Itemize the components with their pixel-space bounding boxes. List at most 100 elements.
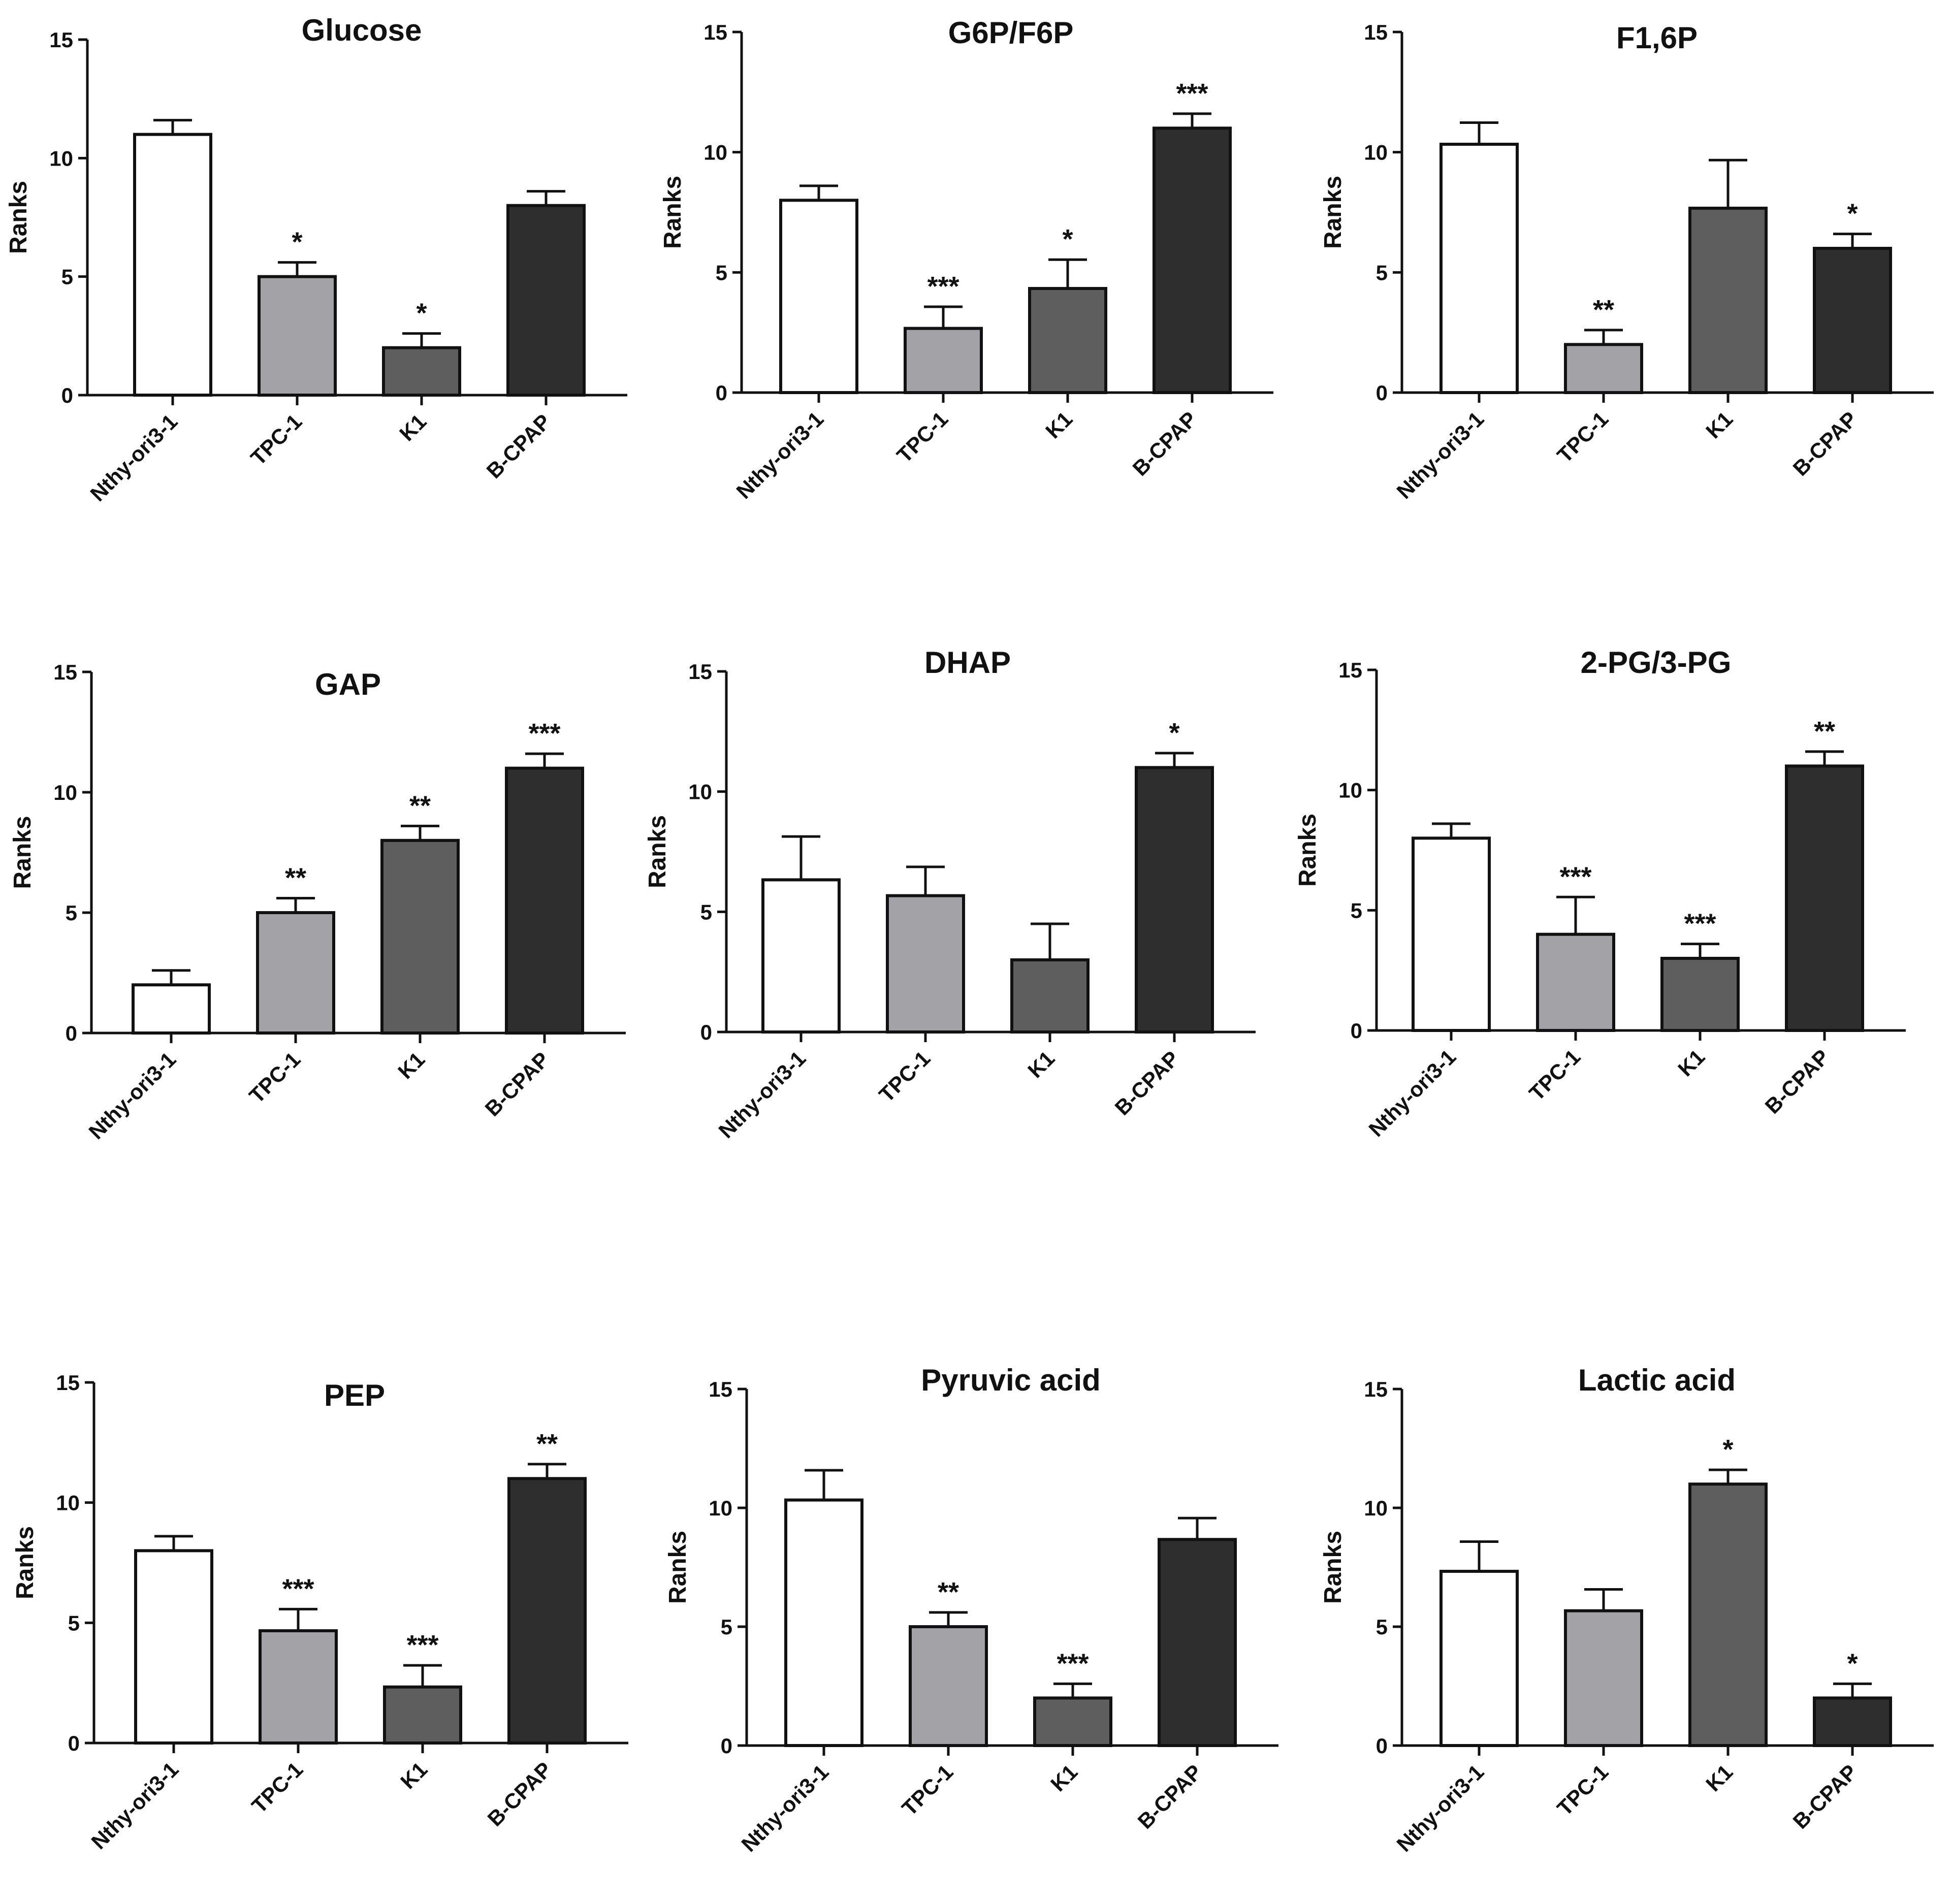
x-category-label: Nthy-ori3-1 <box>737 1760 833 1856</box>
bar-k1 <box>1033 1696 1112 1747</box>
bar-k1 <box>383 1685 462 1745</box>
y-tick-label: 0 <box>716 381 727 405</box>
chart-panel-3: F1,6P Ranks 0 5 10 15 Nthy-ori3-1 ** TPC-1 K1 * B-C… <box>1320 20 1934 503</box>
x-category-label: TPC-1 <box>246 409 306 470</box>
significance-marker: ** <box>536 1429 558 1459</box>
chart-panel-4: GAP Ranks 0 5 10 15 Nthy-ori3-1 ** TPC-1 ** K1 *** B… <box>9 660 626 1144</box>
bar-b-cpap <box>507 1477 587 1745</box>
y-tick-label: 10 <box>49 146 73 170</box>
x-category-label: Nthy-ori3-1 <box>1392 407 1488 503</box>
y-tick-label: 0 <box>1376 1734 1388 1758</box>
y-axis-label: Ranks <box>12 1526 39 1599</box>
x-category-label: B-CPAP <box>1788 1760 1862 1833</box>
chart-panel-9: Lactic acid Ranks 0 5 10 15 Nthy-ori3-1 TPC-1 * K… <box>1320 1363 1934 1856</box>
bar-tpc-1 <box>904 327 983 394</box>
x-category-label: Nthy-ori3-1 <box>731 407 828 503</box>
bar-nthy-ori3-1 <box>133 133 212 397</box>
significance-marker: * <box>1847 199 1858 229</box>
bar-k1 <box>382 346 461 397</box>
bar-nthy-ori3-1 <box>134 1549 213 1745</box>
bar-tpc-1 <box>259 1629 338 1745</box>
bar-tpc-1 <box>909 1625 988 1747</box>
y-tick-label: 5 <box>66 901 77 925</box>
chart-panel-5: DHAP Ranks 0 5 10 15 Nthy-ori3-1 TPC-1 K1 * B-CPAP <box>644 646 1256 1143</box>
significance-marker: * <box>1847 1648 1858 1679</box>
bar-b-cpap <box>1813 247 1892 394</box>
y-tick-label: 0 <box>66 1021 77 1045</box>
chart-title: DHAP <box>924 646 1011 680</box>
x-category-label: K1 <box>396 1757 432 1793</box>
y-tick-label: 15 <box>1364 20 1388 44</box>
y-tick-label: 10 <box>703 141 727 165</box>
bar-tpc-1 <box>258 275 337 397</box>
y-tick-label: 5 <box>716 261 727 284</box>
bar-tpc-1 <box>1536 932 1615 1032</box>
y-axis-label: Ranks <box>659 176 686 249</box>
chart-title: Glucose <box>302 13 422 47</box>
chart-title: GAP <box>315 667 381 701</box>
x-category-label: B-CPAP <box>1110 1046 1183 1120</box>
bar-b-cpap <box>1813 1696 1892 1747</box>
significance-marker: ** <box>409 790 431 821</box>
x-category-label: Nthy-ori3-1 <box>84 1047 180 1144</box>
chart-panel-6: 2-PG/3-PG Ranks 0 5 10 15 Nthy-ori3-1 *** TPC-1 *… <box>1294 646 1906 1141</box>
x-category-label: K1 <box>1701 1760 1737 1796</box>
x-category-label: Nthy-ori3-1 <box>1364 1045 1460 1141</box>
bar-k1 <box>380 838 460 1035</box>
y-tick-label: 0 <box>68 1731 80 1755</box>
bar-b-cpap <box>1158 1538 1237 1747</box>
y-axis-label: Ranks <box>1320 1531 1347 1604</box>
chart-panel-1: Glucose Ranks 0 5 10 15 Nthy-ori3-1 * TPC-1 * K1 B-… <box>5 13 627 506</box>
bar-b-cpap <box>1785 764 1864 1032</box>
x-category-label: K1 <box>1041 407 1077 443</box>
y-tick-label: 0 <box>700 1020 712 1044</box>
significance-marker: *** <box>282 1573 314 1604</box>
significance-marker: *** <box>927 271 959 302</box>
x-category-label: TPC-1 <box>1552 407 1613 467</box>
chart-title: F1,6P <box>1616 21 1698 55</box>
significance-marker: * <box>416 298 427 329</box>
bar-k1 <box>1688 206 1768 394</box>
y-tick-label: 5 <box>1376 261 1388 284</box>
y-tick-label: 10 <box>688 780 712 804</box>
chart-panel-7: PEP Ranks 0 5 10 15 Nthy-ori3-1 *** TPC-1 *** K1 **… <box>12 1371 628 1854</box>
x-category-label: B-CPAP <box>480 1047 554 1121</box>
chart-title: Lactic acid <box>1578 1363 1736 1397</box>
y-tick-label: 5 <box>721 1615 732 1639</box>
x-category-label: B-CPAP <box>1133 1760 1206 1833</box>
significance-marker: * <box>292 227 302 257</box>
y-axis-label: Ranks <box>1320 176 1347 249</box>
chart-title: 2-PG/3-PG <box>1581 646 1732 680</box>
bar-k1 <box>1688 1482 1768 1747</box>
bar-tpc-1 <box>1564 1609 1643 1748</box>
bar-nthy-ori3-1 <box>1412 836 1491 1032</box>
y-tick-label: 10 <box>1364 1496 1388 1520</box>
y-tick-label: 5 <box>1376 1615 1388 1639</box>
y-tick-label: 15 <box>688 660 712 684</box>
x-category-label: Nthy-ori3-1 <box>1392 1760 1488 1856</box>
y-tick-label: 0 <box>1351 1019 1362 1043</box>
x-category-label: TPC-1 <box>247 1757 307 1818</box>
y-tick-label: 5 <box>61 265 73 289</box>
x-category-label: K1 <box>395 409 431 445</box>
x-category-label: B-CPAP <box>1128 407 1201 480</box>
y-tick-label: 15 <box>56 1371 80 1395</box>
y-tick-label: 0 <box>1376 381 1388 405</box>
y-tick-label: 10 <box>1364 141 1388 165</box>
bar-nthy-ori3-1 <box>132 983 211 1035</box>
bar-tpc-1 <box>1564 343 1643 394</box>
bar-nthy-ori3-1 <box>1439 1569 1519 1748</box>
y-tick-label: 10 <box>56 1491 80 1515</box>
significance-marker: * <box>1169 718 1179 748</box>
x-category-label: B-CPAP <box>482 409 555 483</box>
y-tick-label: 15 <box>53 660 77 684</box>
significance-marker: *** <box>1057 1648 1089 1679</box>
bar-tpc-1 <box>886 894 965 1034</box>
x-category-label: B-CPAP <box>1788 407 1862 480</box>
bar-nthy-ori3-1 <box>761 878 841 1034</box>
chart-title: Pyruvic acid <box>921 1363 1101 1397</box>
x-category-label: Nthy-ori3-1 <box>85 409 182 506</box>
chart-title: G6P/F6P <box>948 16 1074 50</box>
bar-b-cpap <box>1135 766 1214 1034</box>
